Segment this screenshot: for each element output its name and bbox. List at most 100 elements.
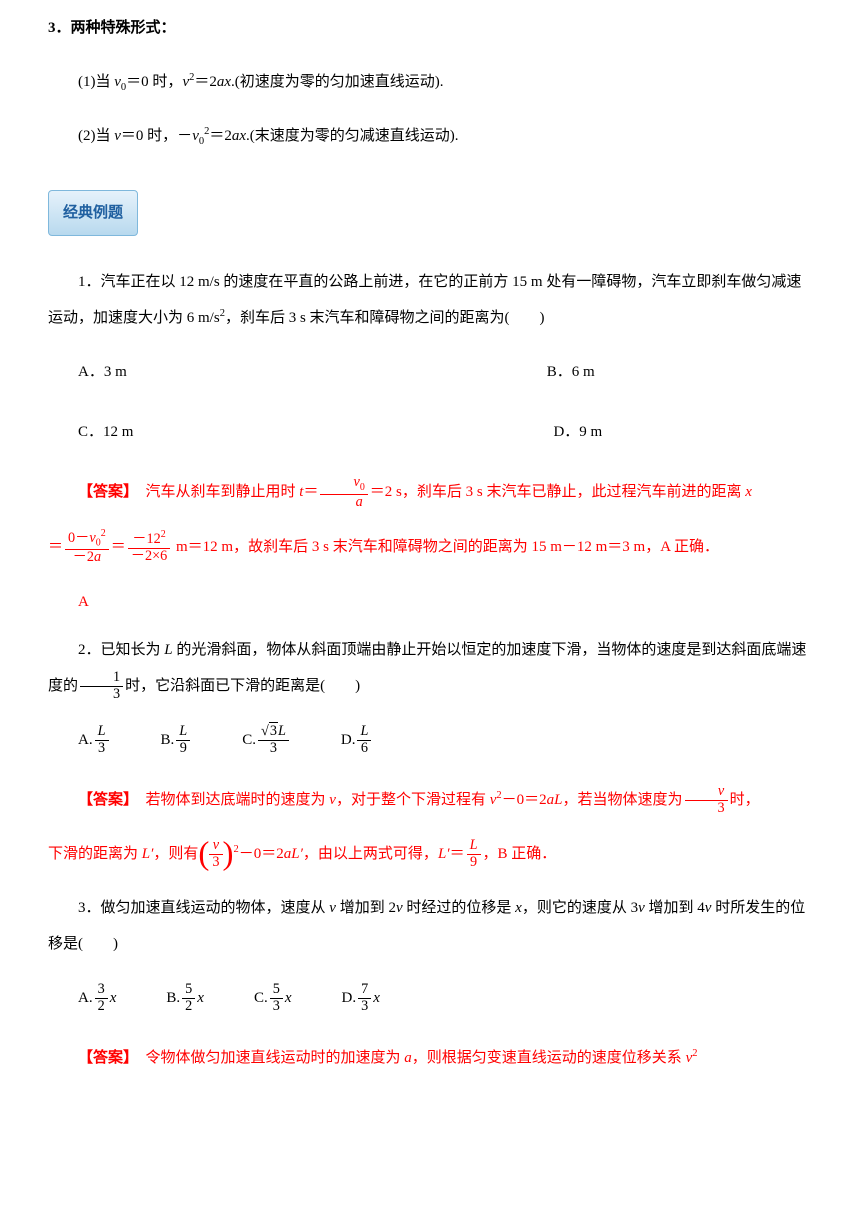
text: ＝: [111, 539, 126, 555]
label: D.: [342, 990, 357, 1006]
answer-tag: 【答案】: [78, 792, 131, 808]
fraction: √3L3: [258, 724, 289, 756]
fraction: L9: [176, 724, 190, 756]
x: x: [197, 990, 204, 1006]
text: －0＝2: [239, 846, 284, 862]
answer-tag: 【答案】: [78, 1050, 131, 1066]
den: 3: [95, 741, 109, 757]
option-d: D.73x: [342, 980, 380, 1016]
fraction: L3: [95, 724, 109, 756]
text: ＝: [48, 539, 63, 555]
brace-right-icon: ): [223, 841, 234, 867]
section-heading: 3．两种特殊形式：: [48, 10, 812, 46]
text: (1)当: [78, 74, 114, 90]
L: L: [278, 723, 286, 739]
text: ，若当物体速度为: [563, 792, 683, 808]
fraction: 13: [80, 670, 123, 702]
num: 5: [270, 982, 283, 999]
var-Lp: L′: [142, 846, 154, 862]
t: －2: [73, 549, 94, 565]
den: 3: [358, 999, 371, 1015]
num: L: [176, 724, 190, 741]
text: ，则有: [153, 846, 198, 862]
den: 3: [80, 687, 123, 703]
fraction: L9: [467, 838, 481, 870]
var-v: v: [638, 900, 645, 916]
var-L: L: [164, 642, 172, 658]
num: 7: [358, 982, 371, 999]
text: 令物体做匀加速直线运动时的加速度为: [146, 1050, 405, 1066]
text: ，则它的速度从 3: [522, 900, 638, 916]
den: 2: [182, 999, 195, 1015]
text: ＝2 s，刹车后 3 s 末汽车已静止，此过程汽车前进的距离: [370, 484, 745, 500]
a: a: [94, 549, 101, 565]
x: x: [110, 990, 117, 1006]
option-a: A.L3: [78, 722, 111, 758]
t: －12: [132, 531, 161, 547]
label: D.: [341, 732, 356, 748]
formula-line-1: (1)当 v0＝0 时，v2＝2ax.(初速度为零的匀加速直线运动).: [48, 64, 812, 100]
answer-3: 【答案】 令物体做匀加速直线运动时的加速度为 a，则根据匀变速直线运动的速度位移…: [48, 1040, 812, 1076]
text: ，则根据匀变速直线运动的速度位移关系: [412, 1050, 686, 1066]
answer-1-cont: ＝0－v02－2a＝－122－2×6 m＝12 m，故刹车后 3 s 末汽车和障…: [48, 529, 812, 566]
var-v: v: [329, 792, 336, 808]
text: 时，它沿斜面已下滑的距离是( ): [125, 678, 360, 694]
label: A.: [78, 732, 93, 748]
den: a: [320, 495, 367, 511]
q1-options-row2: C．12 m D．9 m: [48, 414, 812, 450]
fraction: v3: [685, 784, 728, 816]
formula-line-2: (2)当 v＝0 时，－v02＝2ax.(末速度为零的匀减速直线运动).: [48, 118, 812, 154]
text: ＝: [450, 846, 465, 862]
option-c: C．12 m: [78, 414, 133, 450]
label: B.: [161, 732, 175, 748]
fraction: 0－v02－2a: [65, 529, 109, 566]
text: 3．做匀加速直线运动的物体，速度从: [78, 900, 329, 916]
den: 2: [95, 999, 108, 1015]
sub: 0: [360, 482, 365, 493]
answer-2-cont: 下滑的距离为 L′，则有(v3)2－0＝2aL′，由以上两式可得，L′＝L9，B…: [48, 836, 812, 872]
num: L: [357, 724, 371, 741]
q2-options: A.L3 B.L9 C.√3L3 D.L6: [48, 722, 812, 758]
text: 时，: [730, 792, 760, 808]
text: 增加到 4: [645, 900, 705, 916]
option-d: D.L6: [341, 722, 374, 758]
var-v: v: [192, 128, 199, 144]
num: 5: [182, 982, 195, 999]
brace-expr: (v3): [198, 838, 233, 870]
label: C.: [242, 732, 256, 748]
answer-tag: 【答案】: [78, 484, 131, 500]
var-v: v: [329, 900, 336, 916]
den: 9: [467, 855, 481, 871]
fraction: L6: [357, 724, 371, 756]
text: 时经过的位移是: [403, 900, 516, 916]
text: 若物体到达底端时的速度为: [146, 792, 330, 808]
x: x: [373, 990, 380, 1006]
text: .(末速度为零的匀减速直线运动).: [246, 128, 459, 144]
option-a: A.32x: [78, 980, 116, 1016]
fraction: 32: [95, 982, 108, 1014]
q3-options: A.32x B.52x C.53x D.73x: [48, 980, 812, 1016]
fraction: 53: [270, 982, 283, 1014]
answer-1-final: A: [48, 584, 812, 620]
answer-1: 【答案】 汽车从刹车到静止用时 t＝v0a＝2 s，刹车后 3 s 末汽车已静止…: [48, 474, 812, 510]
option-c: C.√3L3: [242, 722, 291, 758]
fraction: 73: [358, 982, 371, 1014]
fraction: v0a: [320, 475, 367, 510]
var-a: a: [404, 1050, 412, 1066]
option-d: D．9 m: [553, 414, 602, 450]
label: A.: [78, 990, 93, 1006]
var-x: x: [515, 900, 522, 916]
text: 下滑的距离为: [48, 846, 142, 862]
num: v: [685, 784, 728, 801]
p: 2: [101, 528, 106, 539]
num: 3: [95, 982, 108, 999]
text: 汽车从刹车到静止用时: [146, 484, 300, 500]
answer-2: 【答案】 若物体到达底端时的速度为 v，对于整个下滑过程有 v2－0＝2aL，若…: [48, 782, 812, 818]
text: ＝0 时，: [126, 74, 182, 90]
text: ，由以上两式可得，: [303, 846, 438, 862]
sub-0: 0: [199, 136, 204, 147]
den: 9: [176, 741, 190, 757]
q1-options-row1: A．3 m B．6 m: [48, 354, 812, 390]
text: .(初速度为零的匀加速直线运动).: [231, 74, 444, 90]
question-3: 3．做匀加速直线运动的物体，速度从 v 增加到 2v 时经过的位移是 x，则它的…: [48, 890, 812, 962]
